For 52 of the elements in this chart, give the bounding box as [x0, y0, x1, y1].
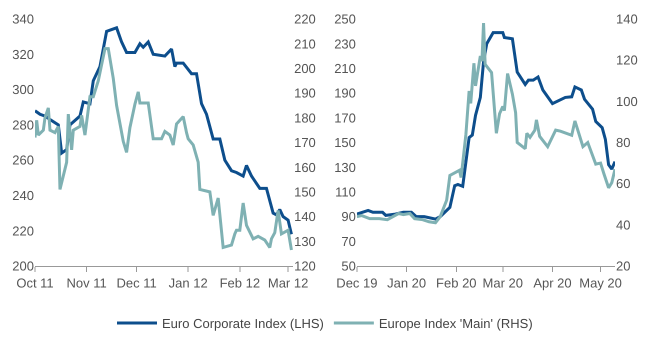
x-tick-label: Feb 12 — [220, 276, 260, 291]
y-tick-label: 130 — [334, 160, 356, 175]
x-tick-label: Jan 20 — [387, 276, 426, 291]
y2-tick-label: 80 — [616, 135, 630, 150]
x-tick-label: Dec 19 — [336, 276, 378, 291]
y-tick-label: 260 — [12, 152, 34, 168]
y2-tick-label: 200 — [294, 60, 316, 76]
y-tick-label: 340 — [12, 12, 34, 27]
x-tick-label: Nov 11 — [66, 276, 107, 291]
y2-tick-label: 40 — [616, 217, 630, 232]
y-tick-label: 320 — [12, 46, 34, 62]
x-tick-label: May 20 — [579, 276, 622, 291]
y-tick-label: 50 — [341, 258, 356, 274]
x-tick-label: Oct 11 — [16, 276, 54, 291]
y2-tick-label: 140 — [616, 12, 638, 27]
y-tick-label: 210 — [334, 60, 356, 76]
y-tick-label: 280 — [12, 117, 34, 132]
y2-tick-label: 160 — [294, 160, 316, 175]
x-tick-label: Mar 12 — [268, 276, 308, 291]
y2-tick-label: 120 — [294, 258, 316, 274]
x-tick-label: Apr 20 — [533, 276, 572, 291]
y2-tick-label: 100 — [616, 94, 638, 109]
y2-tick-label: 170 — [294, 135, 316, 150]
y-tick-label: 300 — [12, 82, 34, 98]
line-series — [35, 47, 293, 252]
y-tick-label: 230 — [334, 36, 356, 52]
x-tick-label: Feb 20 — [436, 276, 477, 291]
x-tick-label: Jan 12 — [168, 276, 208, 291]
legend-label: Euro Corporate Index (LHS) — [162, 316, 324, 332]
y-tick-label: 70 — [341, 234, 356, 249]
y-tick-label: 190 — [334, 86, 356, 101]
y2-tick-label: 60 — [616, 176, 630, 192]
y-tick-label: 240 — [12, 188, 34, 203]
y-tick-label: 90 — [341, 209, 356, 224]
y2-tick-label: 20 — [616, 258, 630, 274]
y-tick-label: 150 — [334, 135, 356, 150]
y-tick-label: 220 — [12, 223, 34, 238]
x-tick-label: Mar 20 — [482, 276, 524, 291]
y2-tick-label: 180 — [294, 110, 316, 126]
y2-tick-label: 120 — [616, 52, 638, 68]
x-tick-label: Dec 11 — [116, 276, 157, 291]
y2-tick-label: 190 — [294, 86, 316, 101]
y2-tick-label: 140 — [294, 209, 316, 224]
y2-tick-label: 210 — [294, 36, 316, 52]
y2-tick-label: 130 — [294, 234, 316, 249]
y2-tick-label: 150 — [294, 184, 316, 200]
y-tick-label: 170 — [334, 110, 356, 126]
legend-label: Europe Index 'Main' (RHS) — [378, 316, 533, 332]
y2-tick-label: 220 — [294, 12, 316, 27]
y-tick-label: 200 — [12, 258, 34, 274]
y-tick-label: 250 — [334, 12, 356, 27]
y-tick-label: 110 — [335, 184, 356, 200]
